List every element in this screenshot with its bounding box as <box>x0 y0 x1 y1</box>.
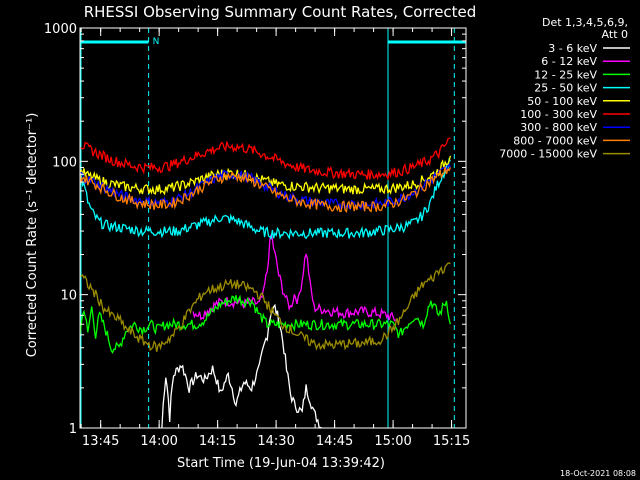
y-tick-label-3: 1000 <box>44 22 77 37</box>
x-tick-label-4: 14:45 <box>316 434 353 449</box>
legend-header-line-1: Det 1,3,4,5,6,9, <box>542 16 628 29</box>
series-line-2 <box>79 294 452 355</box>
x-tick-label-6: 15:15 <box>433 434 470 449</box>
legend-label-2: 12 - 25 keV <box>534 68 597 81</box>
legend-label-7: 800 - 7000 keV <box>513 134 597 147</box>
legend-label-6: 300 - 800 keV <box>520 121 597 134</box>
y-tick-label-1: 10 <box>60 289 77 304</box>
legend-label-3: 25 - 50 keV <box>534 82 597 95</box>
chart-title: RHESSI Observing Summary Count Rates, Co… <box>84 3 477 21</box>
flag-bar-label: N <box>153 37 160 47</box>
legend-label-8: 7000 - 15000 keV <box>499 148 597 161</box>
y-tick-label-2: 100 <box>52 155 77 170</box>
x-tick-label-3: 14:30 <box>257 434 294 449</box>
legend-header-line-2: Att 0 <box>602 28 628 41</box>
series-line-1 <box>192 234 397 322</box>
series-line-0 <box>161 303 322 429</box>
legend-label-1: 6 - 12 keV <box>541 55 597 68</box>
x-tick-label-2: 14:15 <box>199 434 236 449</box>
legend-label-4: 50 - 100 keV <box>527 95 597 108</box>
series-layer <box>79 137 452 429</box>
series-line-7 <box>79 166 451 214</box>
series-line-3 <box>79 157 451 240</box>
x-axis-label: Start Time (19-Jun-04 13:39:42) <box>177 456 385 471</box>
y-axis-label: Corrected Count Rate (s⁻¹ detector⁻¹) <box>25 113 40 358</box>
x-tick-label-1: 14:00 <box>140 434 177 449</box>
x-tick-label-5: 15:00 <box>374 434 411 449</box>
legend-label-5: 100 - 300 keV <box>520 108 597 121</box>
series-line-8 <box>79 262 451 352</box>
series-line-4 <box>79 155 452 196</box>
legend-label-0: 3 - 6 keV <box>548 42 597 55</box>
axis-ticks: 13:45 14:00 14:15 14:30 14:45 15:00 15:15 1 10 10… <box>44 22 470 449</box>
series-line-5 <box>79 137 451 181</box>
y-tick-label-0: 1 <box>69 422 77 437</box>
footer-timestamp: 18-Oct-2021 08:08 <box>560 469 636 478</box>
plot-frame <box>79 27 467 429</box>
x-tick-label-0: 13:45 <box>82 434 119 449</box>
series-line-6 <box>79 163 451 212</box>
